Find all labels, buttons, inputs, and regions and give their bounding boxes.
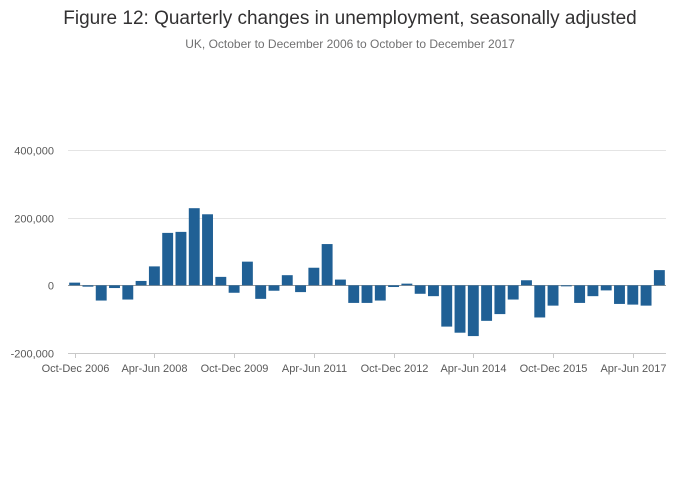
bar [69,282,81,286]
y-tick-label: -200,000 [11,349,54,361]
bar [560,285,572,287]
bar [241,261,253,286]
bar [334,279,346,286]
bar [481,285,493,321]
x-tick-label: Oct-Dec 2006 [42,363,110,375]
bar [255,285,267,299]
bar [507,285,519,300]
bar [547,285,559,306]
bar [454,285,466,333]
bar [374,285,386,301]
bar [401,283,413,286]
x-tick-label: Apr-Jun 2011 [282,363,347,375]
bar [428,285,439,297]
bar [268,285,280,291]
bar [587,285,599,297]
axes: -200,000 0 200,000 400,000 Oct-Dec 2006 Apr-J… [11,146,667,376]
bar [281,275,293,286]
bar [295,285,307,293]
bar [228,285,240,293]
y-tick-label: 400,000 [14,146,54,158]
bar [95,285,107,301]
bar [122,285,134,300]
bar [534,285,546,318]
x-tick-label: Oct-Dec 2009 [201,363,269,375]
bar [653,270,665,286]
y-tick-label: 200,000 [14,214,54,226]
gridlines [68,150,666,354]
bar [188,208,200,286]
bar [441,285,453,327]
bar [162,232,174,286]
bar [215,276,227,286]
bar [574,285,586,303]
bar [388,285,400,288]
bar [600,285,612,291]
chart-subtitle: UK, October to December 2006 to October … [185,37,515,51]
bar [175,231,187,286]
x-tick-label: Apr-Jun 2014 [440,363,506,375]
x-tick-label: Oct-Dec 2015 [520,363,588,375]
bar [494,285,506,315]
bar [361,285,373,303]
bar [627,285,639,305]
y-tick-label: 0 [48,281,54,293]
bar [614,285,625,304]
bar [135,280,147,286]
bar [414,285,426,294]
bar [640,285,652,306]
bar [148,266,160,286]
bar [202,214,213,286]
x-tick-label: Oct-Dec 2012 [361,363,429,375]
bar [109,285,120,289]
x-tick-label: Apr-Jun 2017 [600,363,666,375]
bar [521,280,532,286]
bar [467,285,479,337]
x-tick-label: Apr-Jun 2008 [121,363,187,375]
bar [82,285,94,287]
bar [308,267,320,286]
chart-title: Figure 12: Quarterly changes in unemploy… [63,8,637,29]
bars [69,208,665,337]
bar [348,285,360,303]
bar [321,244,333,286]
